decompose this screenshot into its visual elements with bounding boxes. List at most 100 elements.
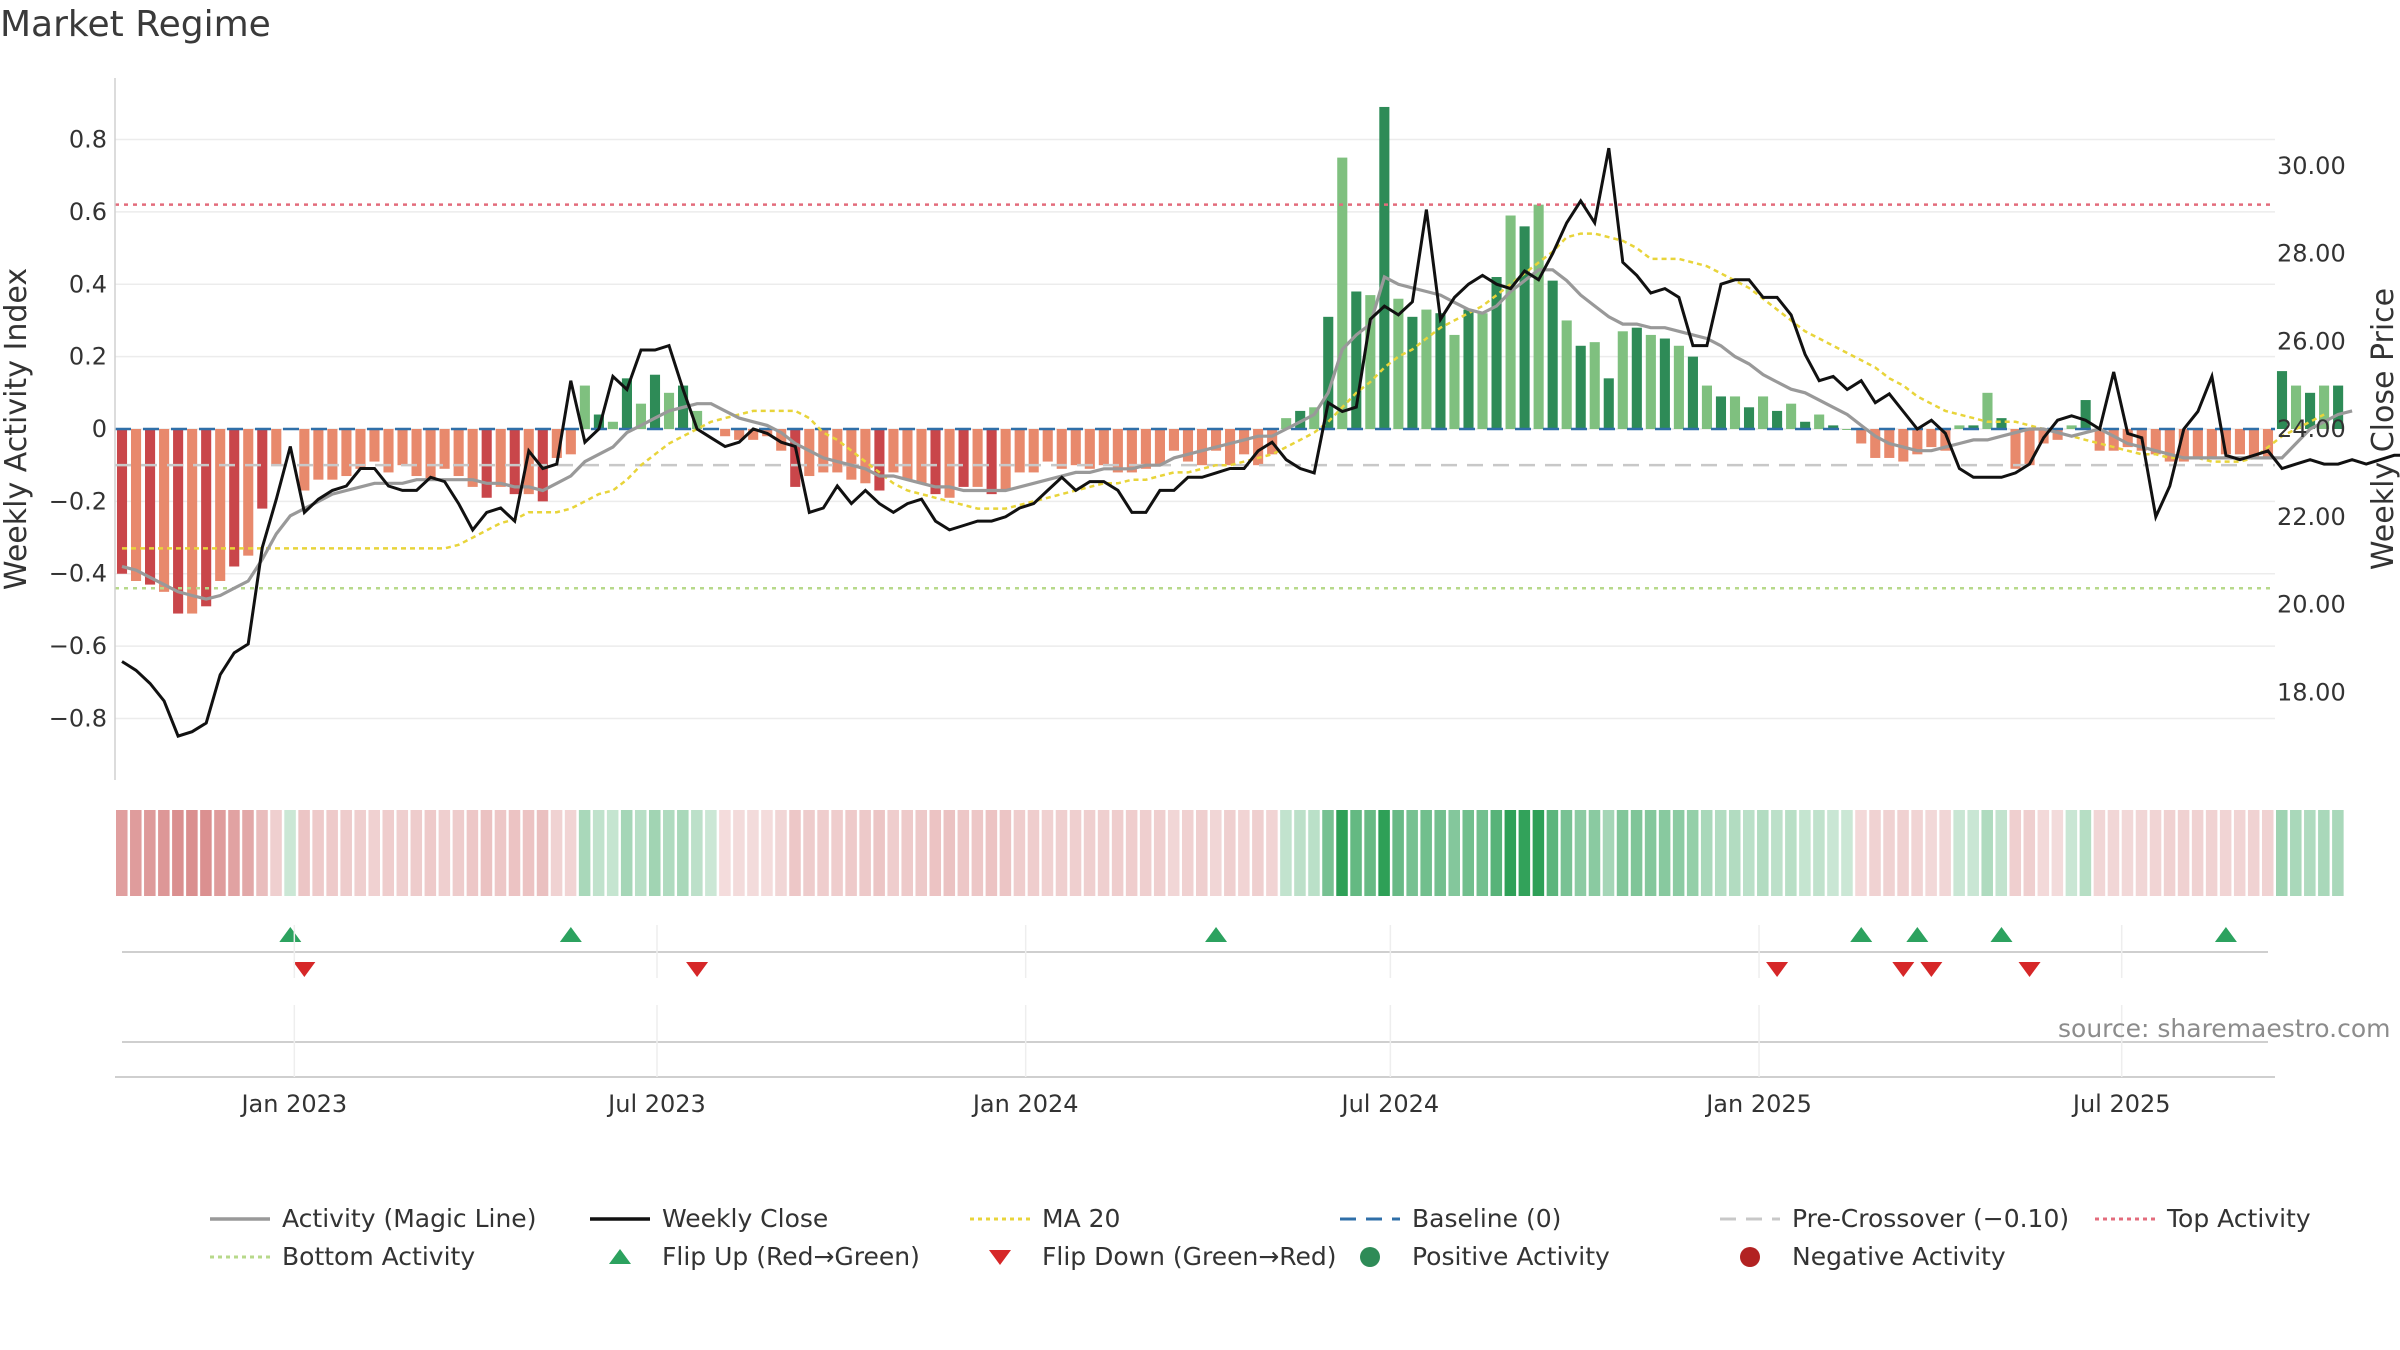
activity-bar <box>1645 334 1656 429</box>
regime-strip-cell <box>1686 810 1699 896</box>
regime-strip-cell <box>1757 810 1769 896</box>
axes: −0.8 −0.6 −0.4 −0.2 0 0.2 0.4 0.6 0.8 18.00 20.00 2… <box>0 78 2400 780</box>
activity-bar <box>1295 410 1306 429</box>
activity-bar <box>944 429 955 498</box>
activity-bar <box>649 374 661 429</box>
weekly-close-line <box>121 147 2400 738</box>
regime-strip-cell <box>1069 810 1082 896</box>
regime-strip-cell <box>2276 810 2288 896</box>
activity-bar <box>1379 106 1390 429</box>
regime-strip-cell <box>270 810 282 896</box>
activity-bar <box>1561 320 1572 429</box>
regime-strip-cell <box>1897 810 1909 896</box>
activity-bar <box>1421 309 1432 429</box>
regime-strip-cell <box>887 810 899 896</box>
regime-strip-cell <box>2163 810 2176 896</box>
activity-bars <box>116 106 2344 614</box>
regime-strip-cell <box>1841 810 1853 896</box>
activity-bar <box>2319 385 2330 429</box>
flip-down-marker <box>293 962 316 977</box>
legend-label: MA 20 <box>1042 1204 1121 1233</box>
regime-strip-cell <box>410 810 423 896</box>
regime-strip-cell <box>368 810 380 896</box>
activity-bar <box>1253 429 1264 466</box>
chart-title: Market Regime <box>0 4 271 45</box>
regime-strip-cell <box>172 810 184 896</box>
legend-item: Baseline (0) <box>1340 1204 1561 1233</box>
regime-strip-cell <box>1139 810 1152 896</box>
activity-bar <box>1281 418 1292 429</box>
activity-bar <box>243 429 254 556</box>
regime-strip-cell <box>1111 810 1124 896</box>
regime-strip-cell <box>845 810 857 896</box>
regime-strip-cell <box>1252 810 1264 896</box>
regime-strip-cell <box>2290 810 2302 896</box>
legend-swatch-icon <box>210 1247 270 1267</box>
legend-swatch-icon <box>2095 1209 2155 1229</box>
activity-bar <box>411 429 422 477</box>
regime-strip-cell <box>1602 810 1615 896</box>
regime-strip-cell <box>1490 810 1503 896</box>
y-right-tick-label: 30.00 <box>2277 152 2346 180</box>
activity-bar <box>2164 429 2175 462</box>
activity-bar <box>116 429 128 574</box>
regime-strip-cell <box>1294 810 1306 896</box>
regime-strip-cell <box>915 810 928 896</box>
regime-strip-cell <box>789 810 801 896</box>
activity-bar <box>1856 429 1867 444</box>
activity-bar <box>1323 316 1334 429</box>
regime-strip-cell <box>1546 810 1559 896</box>
activity-bar <box>355 429 366 469</box>
regime-strip-cell <box>2135 810 2148 896</box>
regime-strip-cell <box>1813 810 1825 896</box>
activity-bar <box>481 429 492 498</box>
activity-bar <box>1337 157 1348 429</box>
regime-strip-cell <box>186 810 198 896</box>
regime-strip-cell <box>382 810 395 896</box>
activity-bar <box>1070 429 1081 466</box>
legend-item: MA 20 <box>970 1204 1120 1233</box>
y-right-tick-label: 22.00 <box>2277 503 2346 531</box>
activity-bar <box>1056 429 1067 469</box>
regime-strip-cell <box>803 810 815 896</box>
activity-bar <box>1687 356 1698 429</box>
legend-swatch-icon <box>1720 1209 1780 1229</box>
activity-bar <box>1603 378 1614 429</box>
activity-bar <box>1575 345 1586 429</box>
activity-bar <box>1084 429 1095 469</box>
regime-strip-cell <box>2121 810 2134 896</box>
legend-swatch-icon <box>590 1209 650 1229</box>
activity-bar <box>1982 392 1993 429</box>
regime-strip-cell <box>929 810 942 896</box>
activity-bar <box>1351 291 1362 429</box>
y-tick-label: 0.4 <box>69 270 107 298</box>
activity-bar <box>2178 429 2189 462</box>
regime-strip-cell <box>1406 810 1418 896</box>
flip-markers <box>122 927 2268 977</box>
regime-strip-cell <box>2177 810 2190 896</box>
regime-strip-cell <box>2023 810 2036 896</box>
regime-strip-cell <box>1883 810 1895 896</box>
activity-bar <box>930 429 941 495</box>
activity-bar <box>2248 429 2260 458</box>
regime-strip-cell <box>677 810 689 896</box>
activity-bar <box>1589 342 1600 429</box>
regime-strip-cell <box>1658 810 1671 896</box>
regime-strip-cell <box>1238 810 1250 896</box>
flip-up-marker <box>279 927 302 942</box>
regime-strip-cell <box>719 810 731 896</box>
legend-item: Negative Activity <box>1720 1242 2006 1271</box>
regime-strip-cell <box>620 810 633 896</box>
regime-strip-cell <box>2149 810 2162 896</box>
legend-item: Bottom Activity <box>210 1242 475 1271</box>
y-tick-label: −0.2 <box>49 487 107 515</box>
flip-down-marker <box>2018 962 2041 977</box>
regime-strip-cell <box>1855 810 1867 896</box>
regime-strip-cell <box>1785 810 1797 896</box>
regime-strip-cell <box>2093 810 2106 896</box>
activity-bar <box>1505 215 1516 429</box>
regime-strip-cell <box>1434 810 1446 896</box>
y-right-tick-label: 24.00 <box>2277 415 2346 443</box>
legend-label: Flip Down (Green→Red) <box>1042 1242 1337 1271</box>
regime-strip-cell <box>1644 810 1657 896</box>
